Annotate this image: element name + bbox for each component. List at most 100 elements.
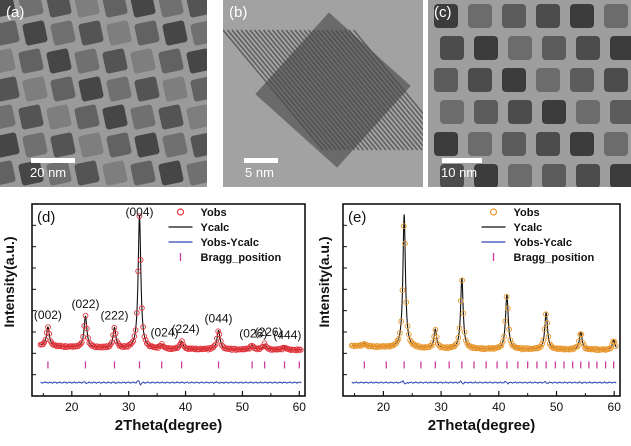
yobs-point [132,327,139,333]
yobs-point [471,344,478,351]
nanocube [18,48,44,74]
nanocube [134,132,160,158]
yobs-point [402,240,408,247]
yobs-point [461,329,468,336]
nanocube [0,76,20,102]
lattice-fringe [276,29,378,151]
panel-label: (e) [348,209,366,226]
nanocube [22,20,48,46]
nanocube [474,164,498,187]
nanocube [474,36,498,60]
nanocube [542,100,566,124]
hkl-annotation: (004) [125,205,153,219]
scale-bar-a [31,158,75,163]
yobs-point [545,333,552,340]
nanocube [186,104,207,130]
x-tick-label: 50 [550,400,564,414]
hkl-annotation: (444) [273,328,301,342]
nanocube [502,68,526,92]
yobs-point [503,293,510,300]
nanocube [134,20,160,46]
nanocube [46,160,72,186]
nanocube [502,4,526,28]
yobs-point [540,337,547,344]
xrd-plot-d: 20 30 40 50 60 2Theta(degree) Intensity(a.u.) (… [1,203,307,434]
yobs-point [541,326,548,332]
lattice-fringe [298,29,401,151]
nanocube [18,0,44,18]
x-tick-label: 30 [122,400,136,414]
lattice-fringe [303,29,405,151]
lattice-fringe [316,29,419,151]
yobs-point [141,333,148,340]
yobs-point [83,325,90,332]
yobs-point [428,342,435,349]
x-axis-title: 2Theta(degree) [115,417,223,434]
yobs-point [240,346,247,353]
yobs-point [294,346,300,353]
ycalc-line [351,214,617,351]
yobs-point [499,338,506,345]
x-tick-label: 50 [236,400,250,414]
nanocube [576,164,600,187]
yobs-point [131,333,138,340]
yobs-point [449,344,455,351]
yobs-point [400,223,407,230]
yobs-point [498,342,505,349]
lattice-fringe [223,29,324,151]
nanocube [158,0,184,18]
x-tick-label: 20 [377,400,391,414]
scale-bar-c [442,158,482,163]
yobs-point [179,338,185,344]
panel-label: (d) [37,209,55,226]
nanocube-micrograph-c [428,0,631,187]
nanocube [50,132,76,158]
yobs-point [463,337,469,344]
yobs-point [295,347,302,354]
tem-image-a: (a) 20 nm [0,0,207,187]
hkl-annotation: (024) [151,325,179,339]
nanocube [130,48,156,74]
x-tick-label: 20 [65,400,79,414]
y-axis-title: Intensity(a.u.) [1,236,17,327]
lattice-fringe [249,29,351,151]
nanocube [158,160,184,186]
x-tick-label: 60 [293,400,307,414]
scale-label-c: 10 nm [441,165,478,180]
yobs-point [502,318,509,325]
scale-bar-b [244,158,278,163]
yobs-point [612,343,619,350]
nanocube [102,104,128,130]
lattice-fringe [285,29,387,151]
lattice-fringe [262,29,365,151]
tem-image-c: (c) 10 nm [428,0,631,187]
yobs-point [405,331,412,338]
yobs-point [227,345,234,352]
yobs-point [255,345,262,352]
nanocube [130,104,156,130]
nanocube [158,48,184,74]
nanocube [162,76,188,102]
lattice-fringe [280,29,383,151]
xrd-plot-e: 20 30 40 50 60 2Theta(degree) Intensity(a.u.) (… [316,203,621,434]
yobs-point [456,325,463,331]
nanocube [570,4,594,28]
lattice-fringe [325,29,423,147]
yobs-point [397,329,403,336]
nanocube [502,132,526,156]
yobs-point [442,345,449,351]
yobs-point [154,344,160,350]
yobs-point [80,333,86,340]
nanocube [508,164,532,187]
lattice-fringe [289,29,392,151]
nanocube [46,104,72,130]
yobs-point [82,312,89,319]
yobs-point [431,333,438,340]
nanocube [74,160,100,186]
yobs-point [135,268,141,275]
yobs-point [544,320,551,326]
yobs-point [136,213,143,219]
lattice-fringe [240,29,342,151]
yobs-point [129,340,135,346]
yobs-point [171,345,178,352]
